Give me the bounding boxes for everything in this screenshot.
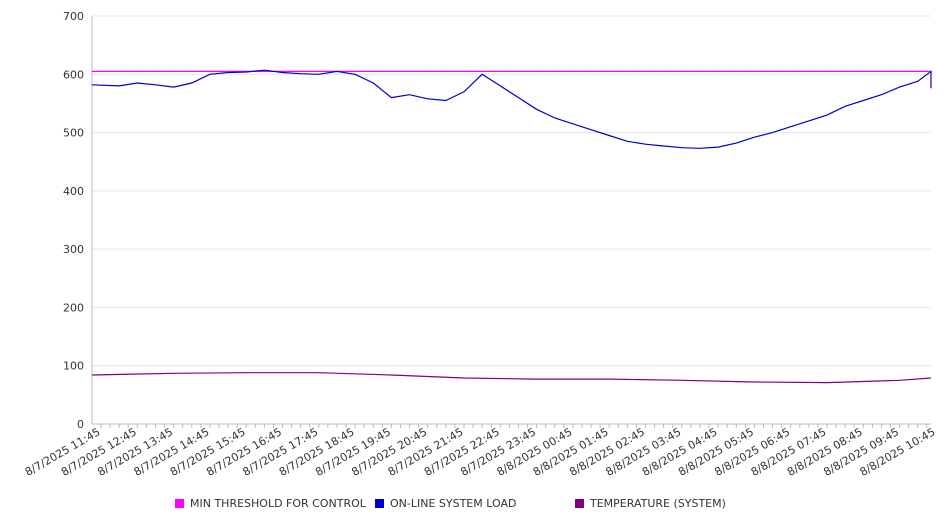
legend-label-min-threshold: MIN THRESHOLD FOR CONTROL: [190, 497, 366, 510]
legend-swatch-temperature: [575, 499, 584, 508]
series-line-2: [91, 372, 932, 384]
y-tick-label: 300: [63, 243, 84, 256]
series-line-1: [91, 69, 932, 149]
y-tick-label: 0: [77, 418, 84, 431]
y-tick-label: 600: [63, 68, 84, 81]
chart-legend: MIN THRESHOLD FOR CONTROL ON-LINE SYSTEM…: [0, 497, 946, 517]
y-tick-label: 500: [63, 127, 84, 140]
y-tick-label: 700: [63, 10, 84, 23]
legend-swatch-system-load: [375, 499, 384, 508]
legend-item-system-load: ON-LINE SYSTEM LOAD: [375, 497, 516, 510]
y-tick-label: 400: [63, 185, 84, 198]
legend-item-temperature: TEMPERATURE (SYSTEM): [575, 497, 726, 510]
grid-lines: [92, 15, 931, 367]
y-tick-label: 200: [63, 301, 84, 314]
y-tick-label: 100: [63, 360, 84, 373]
axes: [91, 16, 931, 428]
legend-item-min-threshold: MIN THRESHOLD FOR CONTROL: [175, 497, 366, 510]
legend-label-system-load: ON-LINE SYSTEM LOAD: [390, 497, 517, 510]
legend-swatch-min-threshold: [175, 499, 184, 508]
series-lines: [91, 69, 932, 384]
legend-label-temperature: TEMPERATURE (SYSTEM): [590, 497, 726, 510]
